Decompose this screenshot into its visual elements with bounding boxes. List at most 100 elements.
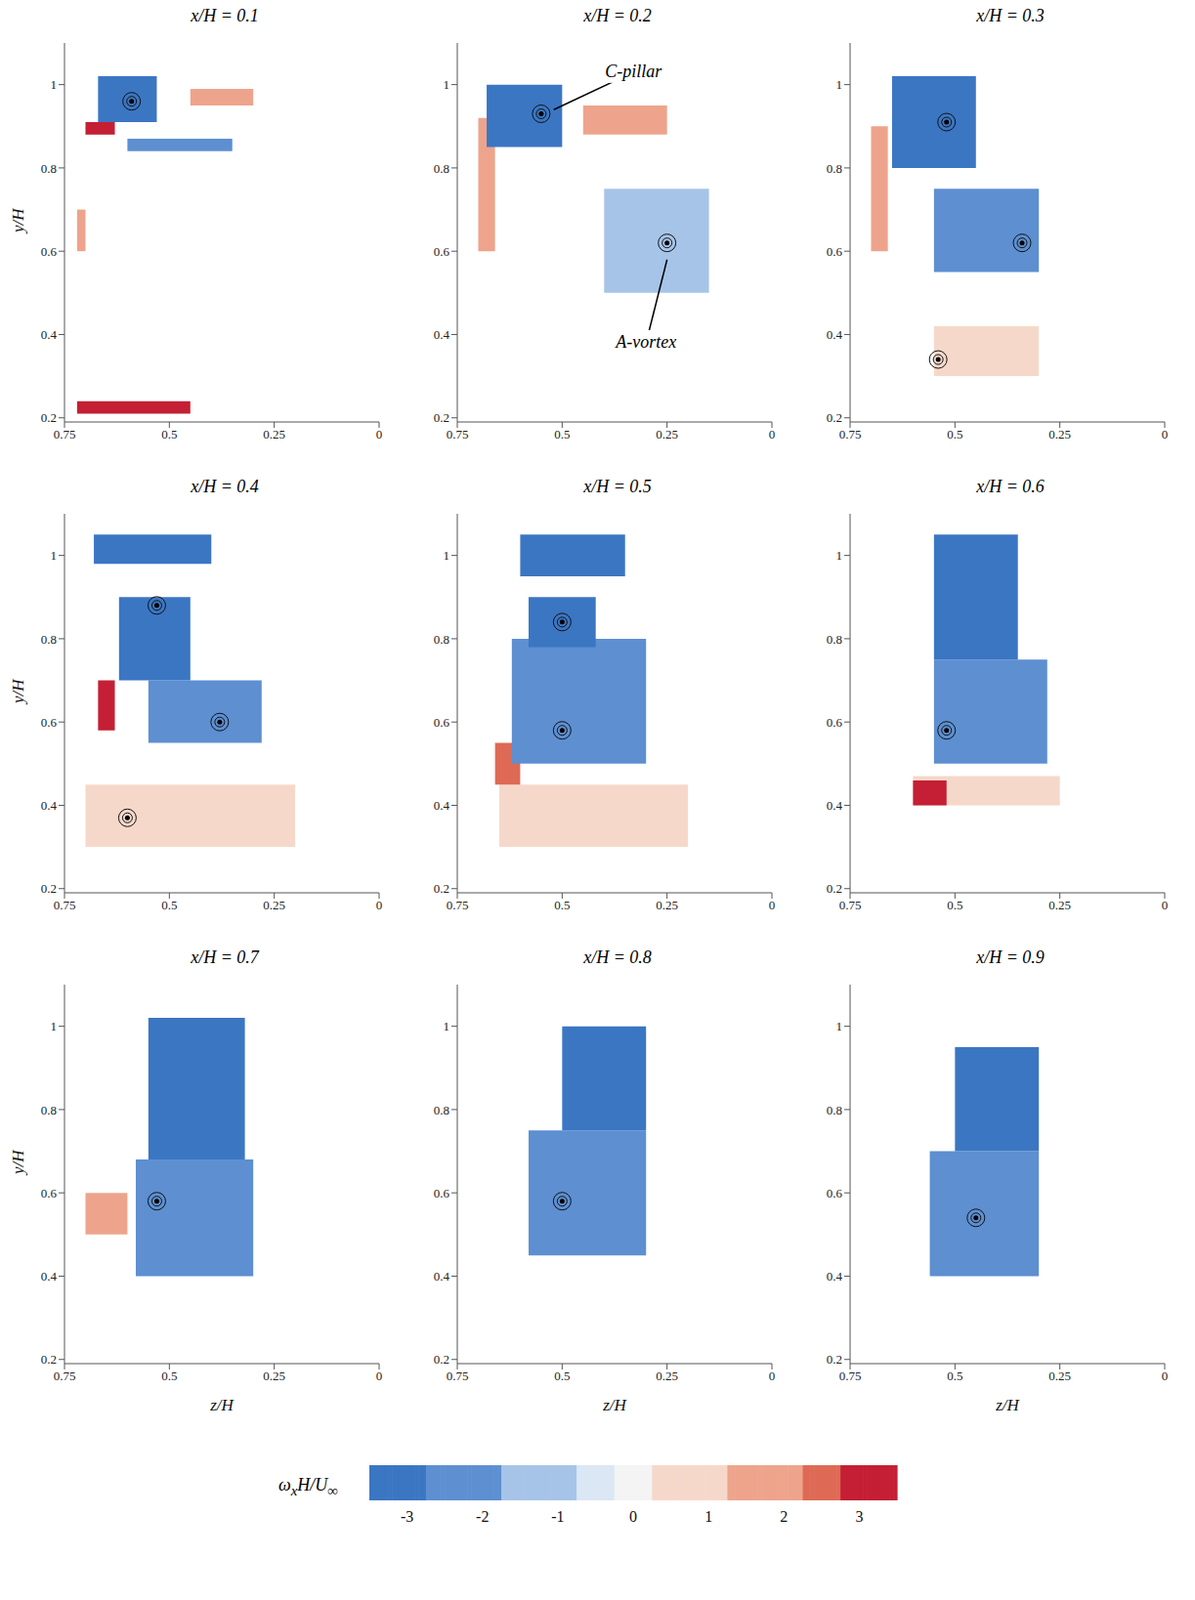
svg-text:0.8: 0.8 bbox=[433, 632, 450, 647]
svg-text:0: 0 bbox=[768, 897, 776, 913]
svg-text:0.6: 0.6 bbox=[41, 715, 58, 730]
svg-text:0.2: 0.2 bbox=[826, 881, 843, 897]
svg-text:C-pillar: C-pillar bbox=[604, 61, 663, 82]
svg-text:0.4: 0.4 bbox=[826, 798, 844, 813]
svg-text:A-vortex: A-vortex bbox=[614, 332, 677, 352]
svg-text:0.5: 0.5 bbox=[161, 1368, 177, 1384]
svg-text:1: 1 bbox=[50, 548, 58, 563]
svg-text:0.8: 0.8 bbox=[826, 1103, 843, 1118]
svg-text:0.25: 0.25 bbox=[1048, 426, 1071, 442]
svg-text:0.2: 0.2 bbox=[41, 881, 57, 897]
svg-text:1: 1 bbox=[704, 1508, 713, 1526]
svg-text:0.5: 0.5 bbox=[554, 897, 570, 913]
svg-text:1: 1 bbox=[836, 548, 844, 563]
svg-text:0.5: 0.5 bbox=[946, 1368, 963, 1384]
svg-text:z/H: z/H bbox=[994, 1396, 1021, 1415]
svg-text:-2: -2 bbox=[475, 1508, 489, 1526]
html-text:ωxH/U∞: ωxH/U∞ bbox=[278, 1475, 339, 1499]
svg-text:0.4: 0.4 bbox=[433, 798, 451, 813]
svg-text:0.4: 0.4 bbox=[433, 1269, 451, 1284]
svg-text:0.2: 0.2 bbox=[826, 410, 843, 426]
svg-text:-3: -3 bbox=[400, 1508, 414, 1526]
svg-text:0.75: 0.75 bbox=[53, 897, 77, 913]
svg-text:0.8: 0.8 bbox=[433, 161, 450, 176]
svg-text:0.25: 0.25 bbox=[655, 897, 679, 913]
svg-text:0: 0 bbox=[376, 1368, 384, 1384]
svg-text:0: 0 bbox=[376, 426, 384, 442]
svg-text:0.8: 0.8 bbox=[826, 632, 843, 647]
svg-text:0.6: 0.6 bbox=[41, 1186, 58, 1201]
svg-text:3: 3 bbox=[854, 1508, 863, 1526]
svg-text:y/H: y/H bbox=[9, 1149, 28, 1177]
svg-text:z/H: z/H bbox=[209, 1396, 235, 1415]
svg-text:0.6: 0.6 bbox=[41, 244, 58, 259]
svg-text:1: 1 bbox=[50, 77, 58, 92]
svg-text:0: 0 bbox=[1161, 426, 1169, 442]
svg-text:0.25: 0.25 bbox=[1048, 1368, 1071, 1384]
svg-text:0.2: 0.2 bbox=[433, 410, 450, 426]
svg-text:0.2: 0.2 bbox=[826, 1352, 843, 1367]
svg-text:0.6: 0.6 bbox=[826, 1186, 844, 1201]
svg-text:0: 0 bbox=[1161, 1368, 1169, 1384]
svg-text:-1: -1 bbox=[551, 1508, 564, 1526]
svg-text:0.75: 0.75 bbox=[839, 897, 862, 913]
svg-text:0.75: 0.75 bbox=[446, 897, 470, 913]
svg-text:0.75: 0.75 bbox=[53, 426, 77, 442]
svg-text:0.2: 0.2 bbox=[41, 410, 57, 426]
svg-text:0.5: 0.5 bbox=[161, 897, 177, 913]
svg-text:0.6: 0.6 bbox=[826, 244, 844, 259]
svg-text:0: 0 bbox=[376, 897, 384, 913]
svg-text:0.8: 0.8 bbox=[41, 161, 57, 176]
svg-text:0.4: 0.4 bbox=[41, 327, 58, 342]
svg-text:0.25: 0.25 bbox=[262, 426, 286, 442]
svg-text:1: 1 bbox=[443, 1019, 451, 1034]
svg-text:0.5: 0.5 bbox=[946, 897, 963, 913]
svg-text:0.4: 0.4 bbox=[826, 327, 844, 342]
svg-text:0.4: 0.4 bbox=[41, 1269, 58, 1284]
svg-text:0.5: 0.5 bbox=[946, 426, 963, 442]
svg-text:1: 1 bbox=[50, 1019, 58, 1034]
svg-text:0.75: 0.75 bbox=[446, 426, 470, 442]
svg-text:0.4: 0.4 bbox=[433, 327, 451, 342]
svg-text:0: 0 bbox=[768, 1368, 776, 1384]
svg-text:0.6: 0.6 bbox=[433, 715, 451, 730]
svg-text:y/H: y/H bbox=[9, 207, 28, 235]
svg-text:0: 0 bbox=[768, 426, 776, 442]
svg-text:0.4: 0.4 bbox=[826, 1269, 844, 1284]
svg-text:0.6: 0.6 bbox=[433, 244, 451, 259]
svg-text:0.6: 0.6 bbox=[826, 715, 844, 730]
svg-text:z/H: z/H bbox=[601, 1396, 628, 1415]
svg-text:0.8: 0.8 bbox=[41, 1103, 57, 1118]
svg-text:2: 2 bbox=[779, 1508, 788, 1526]
svg-text:0.75: 0.75 bbox=[839, 1368, 862, 1384]
html-text:x/H = 0.1: x/H = 0.1 bbox=[190, 5, 259, 26]
svg-text:0.25: 0.25 bbox=[262, 897, 286, 913]
html-text:x/H = 0.3: x/H = 0.3 bbox=[976, 5, 1045, 26]
svg-text:0.5: 0.5 bbox=[554, 1368, 570, 1384]
svg-text:y/H: y/H bbox=[9, 678, 28, 706]
svg-text:1: 1 bbox=[443, 548, 451, 563]
svg-text:0.2: 0.2 bbox=[41, 1352, 57, 1367]
svg-text:1: 1 bbox=[443, 77, 451, 92]
svg-text:0: 0 bbox=[629, 1508, 638, 1526]
svg-text:1: 1 bbox=[836, 1019, 844, 1034]
svg-text:0.75: 0.75 bbox=[839, 426, 862, 442]
svg-text:0.25: 0.25 bbox=[1048, 897, 1071, 913]
svg-text:0.25: 0.25 bbox=[655, 1368, 679, 1384]
html-text:x/H = 0.2: x/H = 0.2 bbox=[583, 5, 652, 26]
svg-text:0.75: 0.75 bbox=[53, 1368, 77, 1384]
svg-text:0.25: 0.25 bbox=[655, 426, 679, 442]
svg-text:0.2: 0.2 bbox=[433, 881, 450, 897]
svg-text:0.5: 0.5 bbox=[554, 426, 570, 442]
svg-text:0: 0 bbox=[1161, 897, 1169, 913]
svg-text:0.5: 0.5 bbox=[161, 426, 177, 442]
svg-text:0.75: 0.75 bbox=[446, 1368, 470, 1384]
svg-text:0.4: 0.4 bbox=[41, 798, 58, 813]
svg-text:1: 1 bbox=[836, 77, 844, 92]
svg-text:0.8: 0.8 bbox=[433, 1103, 450, 1118]
svg-text:0.2: 0.2 bbox=[433, 1352, 450, 1367]
svg-text:0.8: 0.8 bbox=[826, 161, 843, 176]
svg-text:0.8: 0.8 bbox=[41, 632, 57, 647]
svg-text:0.25: 0.25 bbox=[262, 1368, 286, 1384]
svg-text:0.6: 0.6 bbox=[433, 1186, 451, 1201]
